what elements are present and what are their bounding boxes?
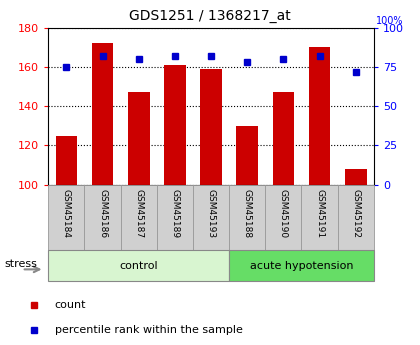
Text: acute hypotension: acute hypotension xyxy=(250,261,353,270)
Text: 100%: 100% xyxy=(376,16,403,26)
Bar xyxy=(229,250,374,281)
Bar xyxy=(302,185,338,250)
Bar xyxy=(265,185,302,250)
Bar xyxy=(273,92,294,185)
Text: GSM45184: GSM45184 xyxy=(62,189,71,238)
Bar xyxy=(92,43,113,185)
Text: GSM45191: GSM45191 xyxy=(315,189,324,238)
Bar xyxy=(338,185,374,250)
Text: stress: stress xyxy=(4,259,37,269)
Bar xyxy=(157,185,193,250)
Text: GSM45186: GSM45186 xyxy=(98,189,107,238)
Bar xyxy=(84,185,121,250)
Text: control: control xyxy=(119,261,158,270)
Text: GSM45189: GSM45189 xyxy=(171,189,179,238)
Bar xyxy=(229,185,265,250)
Text: GSM45192: GSM45192 xyxy=(351,189,360,238)
Bar xyxy=(121,185,157,250)
Bar xyxy=(200,69,222,185)
Bar xyxy=(236,126,258,185)
Bar xyxy=(309,47,331,185)
Text: percentile rank within the sample: percentile rank within the sample xyxy=(55,325,242,335)
Bar xyxy=(55,136,77,185)
Bar xyxy=(193,185,229,250)
Bar xyxy=(164,65,186,185)
Text: GDS1251 / 1368217_at: GDS1251 / 1368217_at xyxy=(129,9,291,23)
Text: count: count xyxy=(55,300,86,310)
Bar xyxy=(345,169,367,185)
Bar xyxy=(48,185,84,250)
Text: GSM45187: GSM45187 xyxy=(134,189,143,238)
Bar xyxy=(128,92,150,185)
Text: GSM45190: GSM45190 xyxy=(279,189,288,238)
Text: GSM45193: GSM45193 xyxy=(207,189,215,238)
Bar xyxy=(48,250,229,281)
Text: GSM45188: GSM45188 xyxy=(243,189,252,238)
